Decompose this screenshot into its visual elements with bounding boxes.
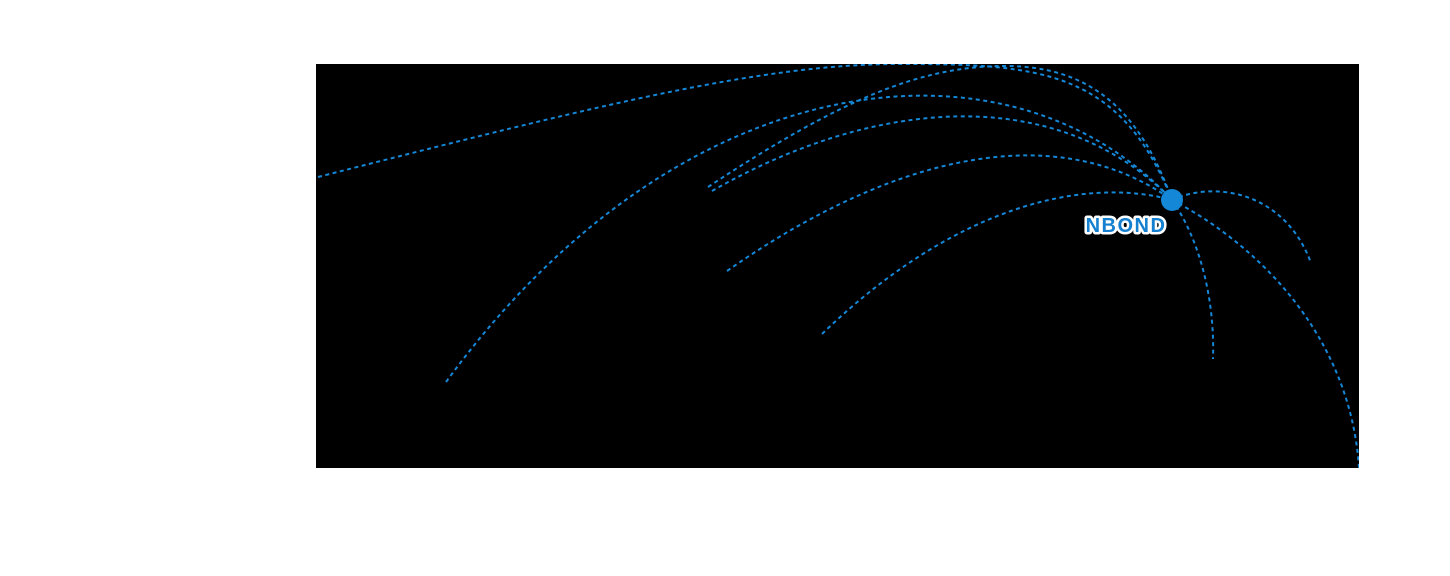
edge-7 xyxy=(1171,190,1312,264)
edge-5 xyxy=(726,154,1173,272)
graph-panel xyxy=(316,64,1359,468)
edge-2 xyxy=(445,94,1173,383)
edge-4 xyxy=(711,115,1173,201)
node-label[interactable]: NBOND xyxy=(1083,213,1167,240)
edge-8 xyxy=(1171,199,1215,360)
graph-node[interactable] xyxy=(1161,189,1183,211)
edges-group xyxy=(317,64,1359,468)
edge-3 xyxy=(707,64,1173,201)
edge-6 xyxy=(821,191,1173,335)
